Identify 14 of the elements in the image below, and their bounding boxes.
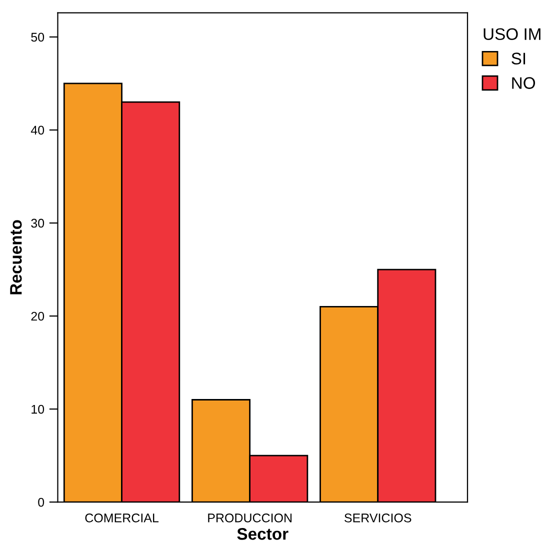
- legend-label: NO: [512, 77, 536, 89]
- legend-title: USO IM: [484, 28, 540, 40]
- y-tick-label: 30: [31, 218, 44, 228]
- y-axis-title: Recuento: [10, 220, 22, 294]
- x-tick-label: PRODUCCION: [208, 514, 292, 522]
- x-axis-title: Sector: [237, 528, 288, 540]
- x-tick-label: SERVICIOS: [344, 514, 412, 522]
- y-tick-label: 0: [38, 498, 44, 507]
- y-tick-label: 40: [30, 126, 44, 135]
- y-tick-label: 10: [32, 404, 44, 414]
- x-tick-label: COMERCIAL: [85, 514, 159, 522]
- y-tick-label: 50: [31, 32, 44, 42]
- legend-label: SI: [512, 52, 526, 64]
- y-tick-label: 20: [31, 312, 44, 321]
